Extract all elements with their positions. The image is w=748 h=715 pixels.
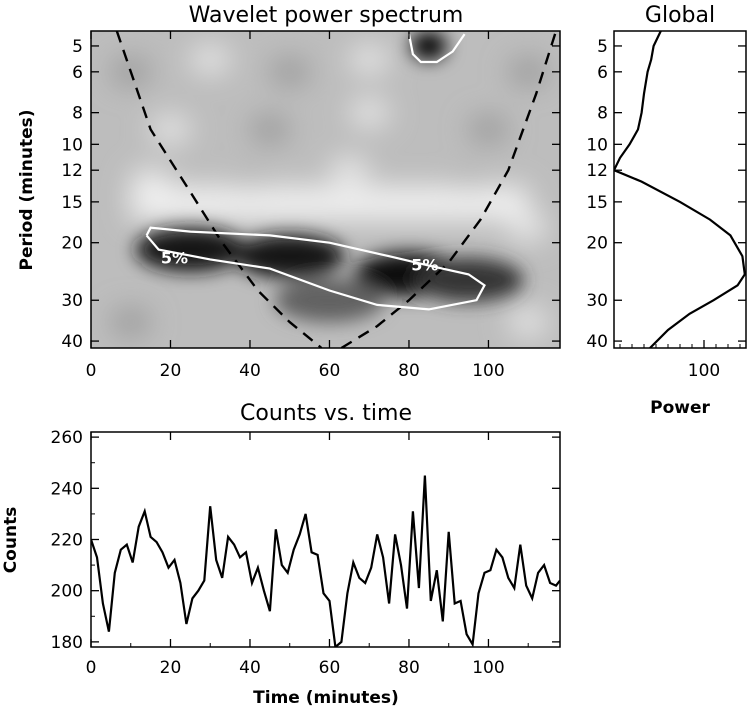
- global-y-tick-label: 10: [586, 135, 608, 155]
- cone-of-influence-right: [340, 31, 558, 348]
- y-tick-label: 40: [61, 332, 83, 352]
- y-tick-label: 20: [61, 234, 83, 254]
- heatmap-texture-cell: [508, 57, 549, 86]
- global-y-tick-label: 12: [586, 161, 608, 181]
- x-tick-label: 40: [239, 361, 261, 381]
- y-tick-label: 30: [61, 291, 83, 311]
- x-tick-label: 60: [319, 361, 341, 381]
- global-y-tick-label: 5: [597, 37, 608, 57]
- x-tick-label: 0: [86, 361, 97, 381]
- heatmap-texture-cell: [269, 57, 310, 86]
- wavelet-heatmap: 5% 5%: [91, 31, 560, 348]
- ts-y-tick-label: 240: [51, 479, 83, 499]
- y-tick-label: 6: [72, 63, 83, 83]
- ts-y-tick-label: 220: [51, 531, 83, 551]
- global-frame: [613, 30, 747, 349]
- heatmap-power-peak: [410, 31, 447, 60]
- global-title: Global: [645, 3, 715, 28]
- x-tick-label: 20: [160, 361, 182, 381]
- heatmap-texture-cell: [110, 308, 151, 337]
- heatmap-texture-cell: [508, 308, 549, 337]
- ts-x-tick-label: 60: [319, 658, 341, 678]
- timeseries-y-axis-label: Counts: [1, 507, 21, 574]
- timeseries-x-axis-label: Time (minutes): [253, 688, 399, 708]
- ts-x-tick-label: 80: [398, 658, 420, 678]
- wavelet-y-axis-label: Period (minutes): [17, 109, 37, 270]
- heatmap-power-peak: [234, 234, 345, 279]
- global-y-tick-label: 6: [597, 63, 608, 83]
- significance-contour-top: [407, 33, 466, 64]
- ts-x-tick-label: 100: [472, 658, 504, 678]
- y-tick-label: 8: [72, 104, 83, 124]
- timeseries-axes: 0 20 40 60 80 100 180 200 220 240 260: [51, 428, 560, 678]
- ts-x-tick-label: 40: [239, 658, 261, 678]
- heatmap-power-peak: [274, 278, 385, 323]
- ts-y-tick-label: 200: [51, 582, 83, 602]
- timeseries-frame: [90, 431, 561, 648]
- global-y-tick-label: 8: [597, 104, 608, 124]
- heatmap-texture-cell: [508, 213, 549, 242]
- heatmap-low-power-band: [130, 186, 529, 220]
- global-y-tick-label: 30: [586, 291, 608, 311]
- global-power-line: [614, 31, 746, 348]
- contour-label-5pct-right: 5%: [411, 255, 438, 274]
- timeseries-panel: Counts vs. time 0 20 40 60 80 100 180 200 220 240…: [1, 401, 561, 708]
- y-tick-label: 12: [61, 161, 83, 181]
- ts-x-tick-label: 0: [86, 658, 97, 678]
- global-y-tick-label: 15: [586, 193, 608, 213]
- heatmap-texture-cell: [349, 98, 390, 127]
- cone-of-influence-left: [115, 31, 323, 348]
- y-tick-label: 5: [72, 37, 83, 57]
- global-y-tick-label: 40: [586, 332, 608, 352]
- heatmap-texture-cell: [329, 156, 370, 185]
- global-panel: Global 5 6 8 10 12 15 20 30 40 100 Power: [586, 3, 747, 418]
- y-tick-label: 10: [61, 135, 83, 155]
- wavelet-panel: Wavelet power spectrum 5% 5% 0 20 40 60 80 10…: [17, 3, 561, 381]
- global-x-axis-label: Power: [650, 398, 710, 418]
- ts-x-tick-label: 20: [160, 658, 182, 678]
- wavelet-title: Wavelet power spectrum: [189, 3, 464, 28]
- global-y-tick-label: 20: [586, 234, 608, 254]
- timeseries-title: Counts vs. time: [240, 401, 412, 426]
- wavelet-axes: 0 20 40 60 80 100 5 6 8 10 12 15 20 30 40: [61, 31, 560, 381]
- counts-line: [91, 475, 560, 647]
- heatmap-texture-cell: [468, 115, 509, 144]
- heatmap-texture-cell: [150, 115, 191, 144]
- global-x-tick-label: 100: [688, 361, 720, 381]
- heatmap-texture-cell: [249, 115, 290, 144]
- global-axes: 5 6 8 10 12 15 20 30 40 100: [586, 37, 746, 381]
- heatmap-texture-cell: [349, 45, 390, 74]
- significance-contour-main: [145, 226, 486, 311]
- x-tick-label: 100: [472, 361, 504, 381]
- wavelet-frame: [90, 30, 561, 349]
- ts-y-tick-label: 260: [51, 428, 83, 448]
- x-tick-label: 80: [398, 361, 420, 381]
- ts-y-tick-label: 180: [51, 633, 83, 653]
- heatmap-texture-cell: [190, 45, 231, 74]
- contour-label-5pct-left: 5%: [161, 249, 188, 268]
- y-tick-label: 15: [61, 193, 83, 213]
